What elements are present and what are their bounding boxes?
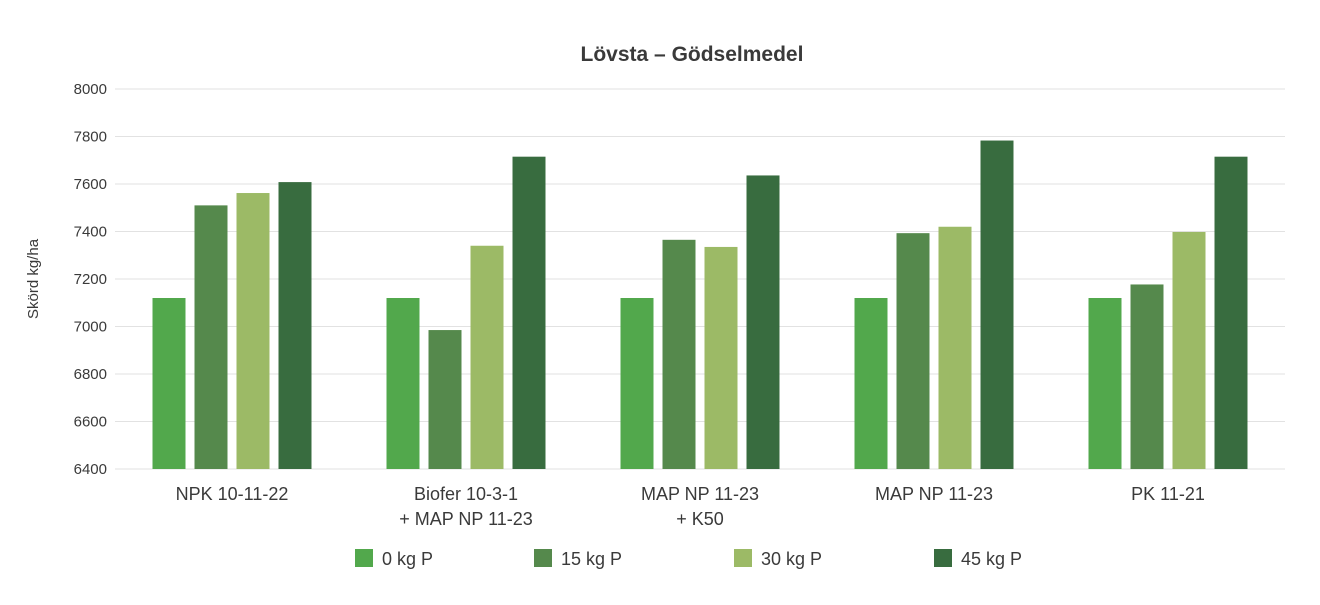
bar <box>704 246 738 469</box>
y-axis-label: Skörd kg/ha <box>25 238 42 319</box>
bar <box>428 330 462 469</box>
y-tick-labels: 6400 6600 6800 7000 7200 7400 7600 7800 8000 <box>74 81 107 478</box>
y-tick-label: 7600 <box>74 176 107 193</box>
bar <box>1172 231 1206 469</box>
legend-swatch <box>734 549 752 567</box>
x-category-label: Biofer 10-3-1 + MAP NP 11-23 <box>399 484 533 529</box>
bar <box>854 298 888 469</box>
legend-label: 30 kg P <box>761 549 822 569</box>
x-category-label-line: + K50 <box>676 509 724 529</box>
legend-label: 45 kg P <box>961 549 1022 569</box>
bar <box>386 298 420 469</box>
bar <box>1130 284 1164 469</box>
bar <box>980 140 1014 469</box>
legend-label: 15 kg P <box>561 549 622 569</box>
x-category-label-line: + MAP NP 11-23 <box>399 509 533 529</box>
x-category-label: NPK 10-11-22 <box>176 484 289 504</box>
x-category-label: MAP NP 11-23 + K50 <box>641 484 759 529</box>
y-tick-label: 8000 <box>74 81 107 98</box>
bar <box>512 156 546 469</box>
x-category-label: PK 11-21 <box>1131 484 1205 504</box>
bar <box>620 298 654 469</box>
legend-swatch <box>934 549 952 567</box>
bar <box>194 205 228 469</box>
x-category-label-line: MAP NP 11-23 <box>641 484 759 504</box>
y-tick-label: 7200 <box>74 271 107 288</box>
bar <box>236 193 270 469</box>
y-tick-label: 6800 <box>74 366 107 383</box>
bar <box>470 245 504 469</box>
category-labels: NPK 10-11-22 Biofer 10-3-1 + MAP NP 11-23 M… <box>176 484 1205 529</box>
bar <box>896 233 930 469</box>
y-tick-label: 6600 <box>74 414 107 431</box>
x-category-label-line: Biofer 10-3-1 <box>414 484 518 504</box>
x-category-label: MAP NP 11-23 <box>875 484 993 504</box>
bars <box>152 140 1248 469</box>
y-tick-label: 7000 <box>74 319 107 336</box>
x-category-label-line: NPK 10-11-22 <box>176 484 289 504</box>
legend: 0 kg P 15 kg P 30 kg P 45 kg P <box>355 549 1022 569</box>
bar <box>746 175 780 469</box>
x-category-label-line: MAP NP 11-23 <box>875 484 993 504</box>
bar <box>278 182 312 469</box>
bar <box>1214 156 1248 469</box>
bar <box>1088 298 1122 469</box>
y-tick-label: 6400 <box>74 461 107 478</box>
bar <box>662 239 696 469</box>
bar <box>938 226 972 469</box>
y-tick-label: 7400 <box>74 224 107 241</box>
legend-label: 0 kg P <box>382 549 433 569</box>
x-category-label-line: PK 11-21 <box>1131 484 1205 504</box>
legend-swatch <box>355 549 373 567</box>
bar <box>152 298 186 469</box>
legend-swatch <box>534 549 552 567</box>
chart-title: Lövsta – Gödselmedel <box>581 43 804 66</box>
y-tick-label: 7800 <box>74 129 107 146</box>
